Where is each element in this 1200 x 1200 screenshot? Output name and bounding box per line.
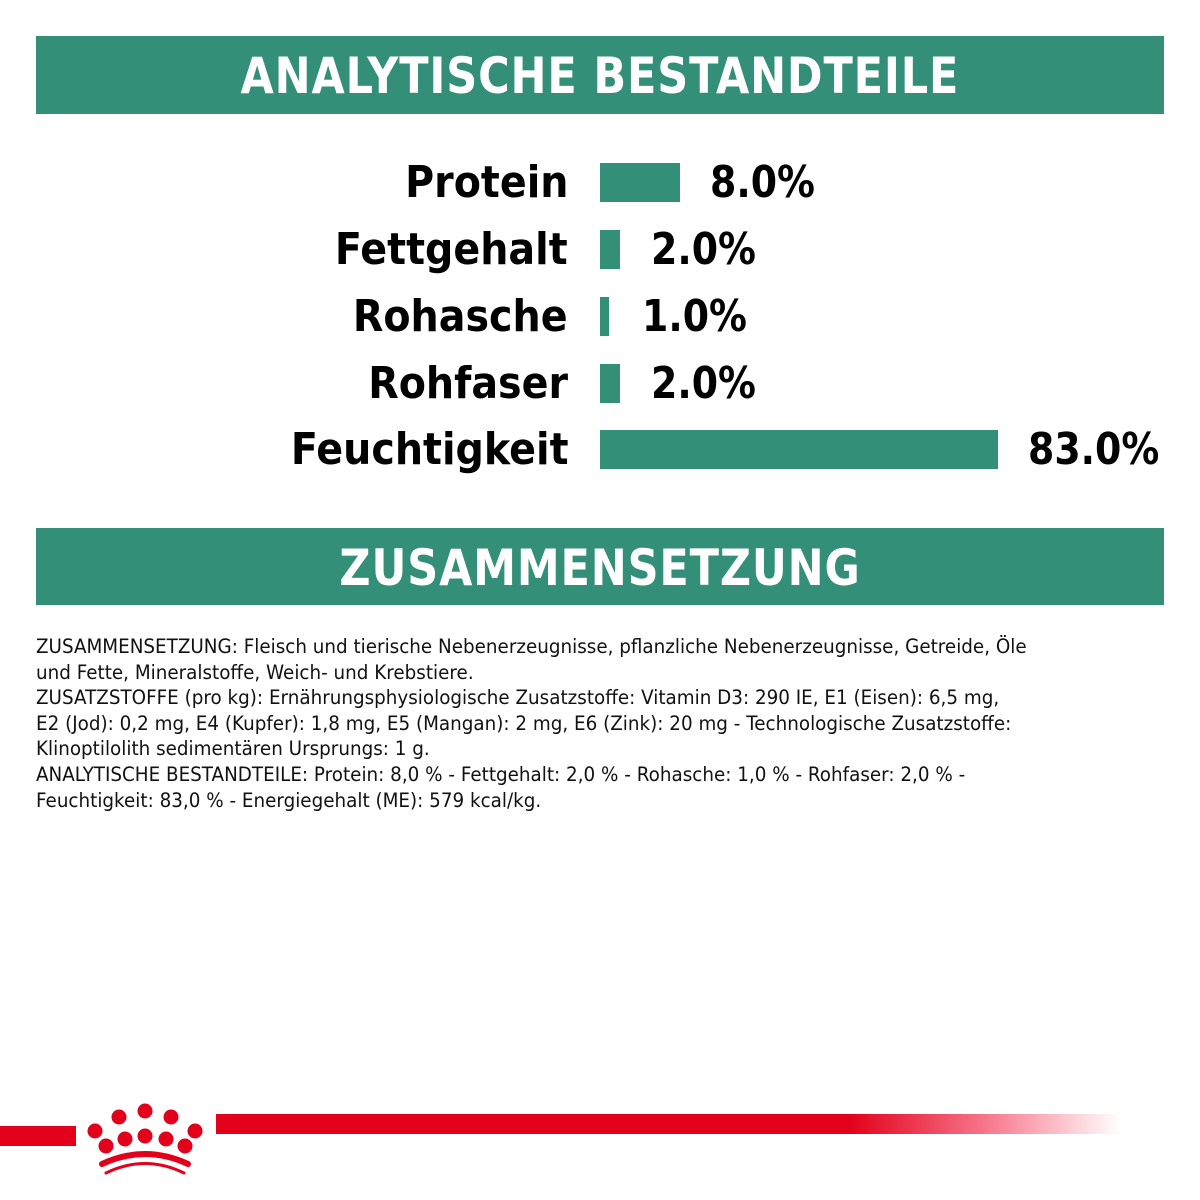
brand-footer [0,1090,1200,1175]
composition-text: ZUSAMMENSETZUNG: Fleisch und tierische N… [36,634,1166,813]
row-label: Protein [404,157,568,208]
row-value: 2.0% [651,224,756,275]
text-line: Feuchtigkeit: 83,0 % - Energiegehalt (ME… [36,788,542,812]
row-value: 2.0% [651,358,756,409]
bar-fettgehalt [600,230,620,269]
row-value: 83.0% [1028,424,1160,475]
composition-header: ZUSAMMENSETZUNG [36,528,1164,605]
crown-icon [87,1103,203,1175]
row-label: Feuchtigkeit [290,424,568,475]
section-title: ZUSAMMENSETZUNG [339,539,861,597]
text-line: und Fette, Mineralstoffe, Weich- und Kre… [36,660,474,684]
row-value: 8.0% [710,157,815,208]
brand-line-right [216,1114,1120,1134]
text-line: Klinoptilolith sedimentären Ursprungs: 1… [36,737,430,761]
brand-line-left [0,1126,76,1146]
row-value: 1.0% [642,291,747,342]
analytical-components-header: ANALYTISCHE BESTANDTEILE [36,36,1164,114]
chart-row-rohasche: Rohasche 1.0% [0,291,1200,342]
text-line: ZUSAMMENSETZUNG: Fleisch und tierische N… [36,635,1027,658]
chart-row-rohfaser: Rohfaser 2.0% [0,358,1200,409]
text-line: E2 (Jod): 0,2 mg, E4 (Kupfer): 1,8 mg, E… [36,711,1012,735]
bar-rohfaser [600,364,620,403]
chart-row-protein: Protein 8.0% [0,157,1200,208]
chart-row-fettgehalt: Fettgehalt 2.0% [0,224,1200,275]
bar-rohasche [600,297,609,336]
text-line: ANALYTISCHE BESTANDTEILE: Protein: 8,0 %… [36,762,966,786]
chart-row-feuchtigkeit: Feuchtigkeit 83.0% [0,424,1200,475]
header-title: ANALYTISCHE BESTANDTEILE [240,47,960,105]
row-label: Rohfaser [368,358,568,409]
bar-feuchtigkeit [600,430,998,469]
bar-protein [600,163,680,202]
row-label: Rohasche [353,291,568,342]
text-line: ZUSATZSTOFFE (pro kg): Ernährungsphysiol… [36,686,1000,710]
row-label: Fettgehalt [335,224,568,275]
